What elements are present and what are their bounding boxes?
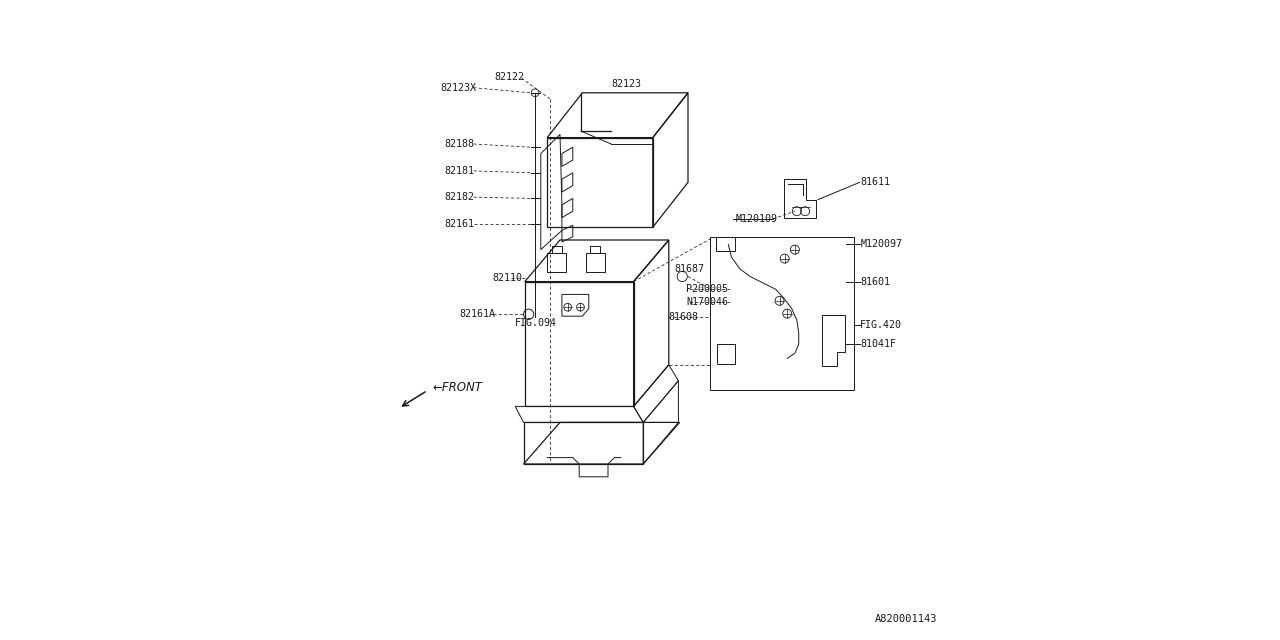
Text: 81041F: 81041F [860, 339, 896, 349]
Text: N170046: N170046 [686, 297, 728, 307]
Text: 82122: 82122 [494, 72, 524, 82]
Text: 81611: 81611 [860, 177, 891, 188]
Text: 82188: 82188 [444, 139, 474, 149]
Text: ←FRONT: ←FRONT [433, 381, 481, 394]
Text: 81601: 81601 [860, 276, 890, 287]
Text: 82110: 82110 [493, 273, 522, 284]
Text: 82161: 82161 [444, 219, 474, 229]
Text: 81687: 81687 [675, 264, 704, 274]
Text: 82123: 82123 [612, 79, 641, 90]
Text: 82161A: 82161A [460, 309, 495, 319]
Text: 82123X: 82123X [440, 83, 476, 93]
Text: A820001143: A820001143 [876, 614, 937, 624]
Text: M120097: M120097 [860, 239, 902, 250]
Text: FIG.420: FIG.420 [860, 320, 902, 330]
Text: M120109: M120109 [736, 214, 778, 224]
Text: 82181: 82181 [444, 166, 474, 176]
Bar [710, 237, 855, 390]
Text: 82182: 82182 [444, 192, 474, 202]
Text: 81608: 81608 [668, 312, 698, 322]
Text: P200005: P200005 [686, 284, 728, 294]
Text: FIG.094: FIG.094 [516, 318, 557, 328]
